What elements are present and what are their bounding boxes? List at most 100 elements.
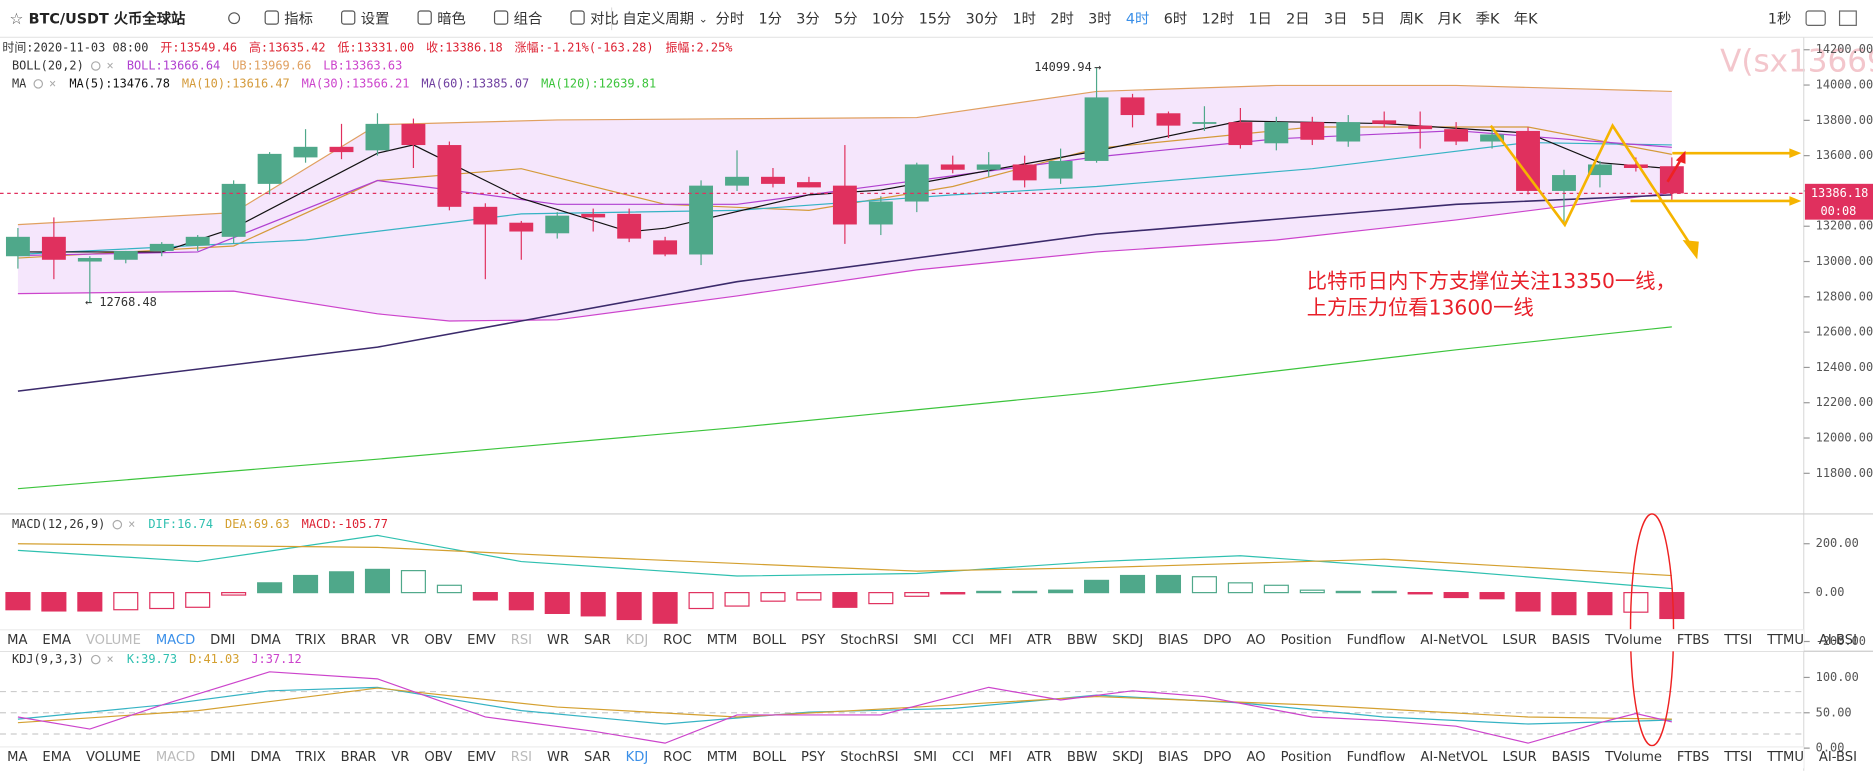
indicator-tab[interactable]: CCI xyxy=(952,633,974,648)
indicator-tab[interactable]: Fundflow xyxy=(1347,750,1406,765)
period-button[interactable]: 3时 xyxy=(1088,10,1111,27)
indicator-tab[interactable]: SAR xyxy=(584,633,611,648)
indicator-tab[interactable]: AO xyxy=(1247,633,1266,648)
period-button[interactable]: 周K xyxy=(1400,11,1424,27)
period-button[interactable]: 季K xyxy=(1476,10,1500,27)
tool-button[interactable]: 指标 xyxy=(284,10,313,27)
indicator-tab[interactable]: VR xyxy=(391,633,409,648)
indicator-tab[interactable]: ROC xyxy=(663,633,692,648)
indicator-tab[interactable]: PSY xyxy=(801,633,826,648)
period-button[interactable]: 30分 xyxy=(966,10,999,27)
indicator-tab[interactable]: BOLL xyxy=(752,633,786,648)
indicator-tab[interactable]: RSI xyxy=(511,633,532,648)
indicator-tab[interactable]: MLR xyxy=(1872,633,1873,648)
indicator-tab[interactable]: StochRSI xyxy=(840,633,898,648)
indicator-tab[interactable]: MA xyxy=(7,750,27,765)
indicator-tab[interactable]: TRIX xyxy=(295,633,326,648)
period-button[interactable]: 10分 xyxy=(872,10,905,27)
indicator-tab[interactable]: DMA xyxy=(250,750,280,765)
layout-icon[interactable] xyxy=(1838,10,1857,26)
period-button[interactable]: 5分 xyxy=(834,10,857,27)
period-button[interactable]: 12时 xyxy=(1201,10,1234,27)
period-button[interactable]: 1日 xyxy=(1248,11,1271,27)
indicator-tab[interactable]: TVolume xyxy=(1604,633,1662,648)
indicator-tab[interactable]: StochRSI xyxy=(840,750,898,765)
tool-icon[interactable] xyxy=(493,10,509,25)
indicator-tab[interactable]: SAR xyxy=(584,750,611,765)
period-button[interactable]: 2时 xyxy=(1050,10,1073,27)
indicator-tab[interactable]: TVolume xyxy=(1604,750,1662,765)
indicator-tab[interactable]: DMI xyxy=(210,633,235,648)
indicator-tab[interactable]: OBV xyxy=(424,633,452,648)
indicator-tab[interactable]: BASIS xyxy=(1552,750,1591,765)
close-icon[interactable]: × xyxy=(107,652,114,666)
indicator-tab[interactable]: EMV xyxy=(467,750,496,765)
indicator-tab[interactable]: SMI xyxy=(913,633,937,648)
camera-icon[interactable] xyxy=(1805,10,1826,26)
indicator-tab[interactable]: BASIS xyxy=(1552,633,1591,648)
indicator-tab[interactable]: AI-NetVOL xyxy=(1420,633,1488,648)
indicator-tab[interactable]: LSUR xyxy=(1502,750,1536,765)
indicator-tab[interactable]: EMV xyxy=(467,633,496,648)
indicator-tab[interactable]: ROC xyxy=(663,750,692,765)
indicator-tab[interactable]: TTSI xyxy=(1723,633,1752,648)
indicator-tab[interactable]: BIAS xyxy=(1158,633,1188,648)
indicator-tab[interactable]: SKDJ xyxy=(1112,633,1143,648)
period-button[interactable]: 6时 xyxy=(1164,10,1187,27)
period-button[interactable]: 年K xyxy=(1514,10,1538,27)
tool-icon[interactable] xyxy=(417,10,432,25)
indicator-tab[interactable]: Fundflow xyxy=(1347,633,1406,648)
indicator-tab[interactable]: CCI xyxy=(952,750,974,765)
indicator-tab[interactable]: MFI xyxy=(989,633,1012,648)
period-button[interactable]: 1时 xyxy=(1013,10,1036,27)
indicator-tab[interactable]: RSI xyxy=(511,750,532,765)
indicator-tab[interactable]: VOLUME xyxy=(86,633,141,648)
indicator-tab[interactable]: EMA xyxy=(42,633,71,648)
tool-icon[interactable] xyxy=(570,10,585,25)
indicator-tab[interactable]: OBV xyxy=(424,750,452,765)
indicator-tab[interactable]: DPO xyxy=(1203,633,1231,648)
tool-button[interactable]: 设置 xyxy=(361,10,390,27)
indicator-tab[interactable]: SKDJ xyxy=(1112,750,1143,765)
indicator-tab[interactable]: Position xyxy=(1281,750,1332,765)
indicator-tab[interactable]: MLR xyxy=(1872,750,1873,765)
period-button[interactable]: 2日 xyxy=(1286,11,1309,27)
period-button[interactable]: 月K xyxy=(1438,11,1462,27)
indicator-tab[interactable]: VR xyxy=(391,750,409,765)
indicator-tab[interactable]: MFI xyxy=(989,750,1012,765)
indicator-tab[interactable]: MTM xyxy=(707,750,738,765)
period-button[interactable]: 15分 xyxy=(919,10,952,27)
period-menu[interactable]: 自定义周期 xyxy=(622,10,694,27)
indicator-tab[interactable]: WR xyxy=(547,750,569,765)
eye-icon[interactable] xyxy=(33,79,44,89)
indicator-tab[interactable]: KDJ xyxy=(626,750,649,765)
close-icon[interactable]: × xyxy=(107,58,114,72)
indicator-tab[interactable]: DMI xyxy=(210,750,235,765)
indicator-tab[interactable]: AO xyxy=(1247,750,1266,765)
eye-icon[interactable] xyxy=(112,519,123,530)
indicator-tab[interactable]: AI-BSI xyxy=(1819,633,1857,648)
indicator-tab[interactable]: AI-BSI xyxy=(1819,750,1857,765)
tool-button[interactable]: 组合 xyxy=(514,10,543,27)
indicator-tab[interactable]: TTMU xyxy=(1766,633,1804,648)
close-icon[interactable]: × xyxy=(49,76,56,90)
indicator-tab[interactable]: TRIX xyxy=(295,750,326,765)
search-icon[interactable] xyxy=(228,12,241,25)
indicator-tab[interactable]: LSUR xyxy=(1502,633,1536,648)
indicator-tab[interactable]: BBW xyxy=(1067,633,1098,648)
indicator-tab[interactable]: DPO xyxy=(1203,750,1231,765)
period-button[interactable]: 3分 xyxy=(796,10,819,27)
indicator-tab[interactable]: TTSI xyxy=(1723,750,1752,765)
period-button[interactable]: 4时 xyxy=(1126,10,1149,27)
period-button[interactable]: 3日 xyxy=(1324,11,1347,27)
refresh-rate[interactable]: 1秒 xyxy=(1768,10,1791,27)
tool-icon[interactable] xyxy=(264,10,279,25)
indicator-tab[interactable]: ATR xyxy=(1027,633,1052,648)
indicator-tab[interactable]: SMI xyxy=(913,750,937,765)
indicator-tab[interactable]: FTBS xyxy=(1677,750,1709,765)
indicator-tab[interactable]: MTM xyxy=(707,633,738,648)
indicator-tab[interactable]: BBW xyxy=(1067,750,1098,765)
indicator-tab[interactable]: ATR xyxy=(1027,750,1052,765)
indicator-tab[interactable]: PSY xyxy=(801,750,826,765)
indicator-tab[interactable]: TTMU xyxy=(1766,750,1804,765)
